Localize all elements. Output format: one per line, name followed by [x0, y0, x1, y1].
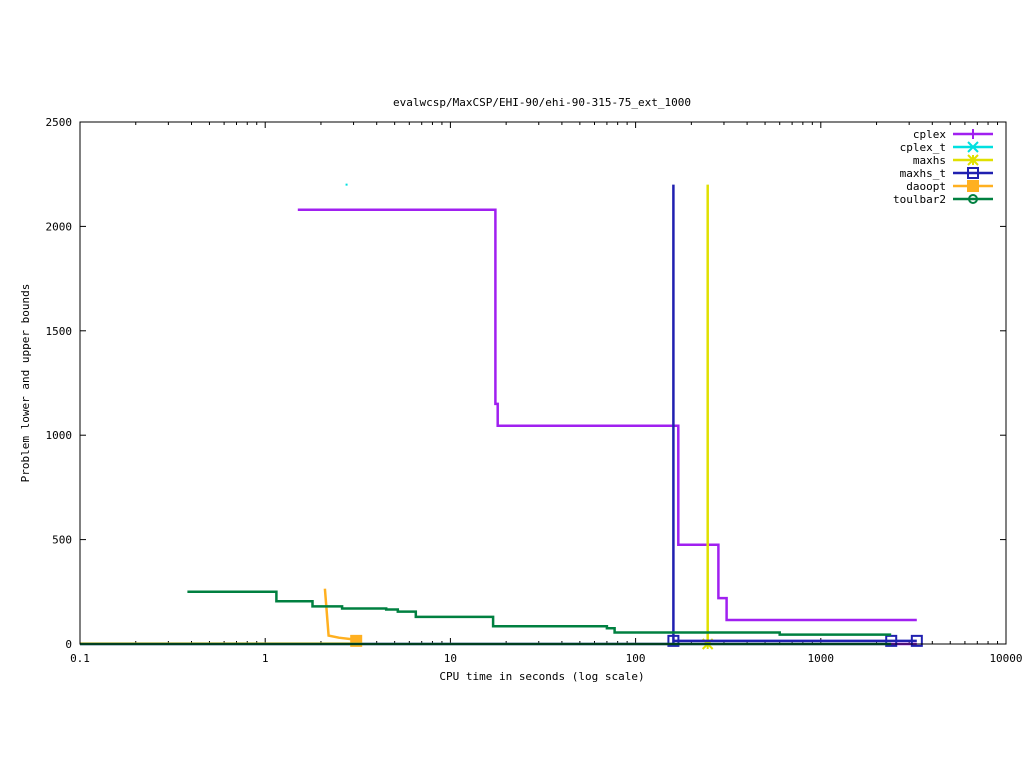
legend-item-cplex: cplex	[913, 128, 993, 141]
series-line-upper	[297, 208, 917, 622]
series-maxhs	[701, 184, 714, 650]
legend-item-daoopt: daoopt	[906, 180, 993, 193]
y-tick-label: 1000	[46, 429, 73, 442]
plot-series	[80, 183, 923, 650]
series-line-upper	[323, 588, 357, 642]
series-marker	[968, 194, 978, 204]
legend-item-toulbar2: toulbar2	[893, 193, 993, 206]
series-marker	[967, 167, 979, 179]
legend-label: daoopt	[906, 180, 946, 193]
x-tick-label: 10000	[989, 652, 1022, 665]
y-tick-label: 0	[65, 638, 72, 651]
x-tick-label: 1000	[808, 652, 835, 665]
series-marker	[967, 154, 979, 166]
x-axis-label: CPU time in seconds (log scale)	[439, 670, 644, 683]
series-marker	[350, 634, 363, 647]
series-marker	[968, 129, 978, 139]
y-axis-label: Problem lower and upper bounds	[19, 284, 32, 483]
legend-item-cplex_t: cplex_t	[900, 141, 993, 154]
series-line-upper	[187, 590, 892, 636]
legend-label: cplex	[913, 128, 946, 141]
series-marker	[967, 141, 979, 153]
x-tick-label: 100	[626, 652, 646, 665]
legend-label: maxhs_t	[900, 167, 946, 180]
plot-frame	[79, 121, 1007, 645]
x-tick-label: 1	[262, 652, 269, 665]
legend-item-maxhs: maxhs	[913, 154, 993, 167]
series-maxhs_t	[667, 184, 923, 647]
x-tick-label: 10	[444, 652, 457, 665]
series-toulbar2	[80, 590, 892, 646]
series-daoopt	[80, 588, 363, 647]
y-tick-label: 1500	[46, 325, 73, 338]
series-marker	[910, 634, 923, 647]
series-cplex	[80, 208, 917, 646]
chart-title: evalwcsp/MaxCSP/EHI-90/ehi-90-315-75_ext…	[393, 96, 691, 109]
axes: 0.1 1 10 100 1000 10000 0 500 1000 1500 2000 2500	[46, 116, 1023, 665]
y-tick-label: 2500	[46, 116, 73, 129]
legend-label: toulbar2	[893, 193, 946, 206]
legend-label: maxhs	[913, 154, 946, 167]
series-marker	[885, 634, 898, 647]
series-cplex_t	[345, 183, 348, 186]
y-tick-label: 500	[52, 534, 72, 547]
legend-item-maxhs_t: maxhs_t	[900, 167, 993, 180]
y-tick-label: 2000	[46, 220, 73, 233]
series-marker	[967, 180, 979, 192]
series-marker	[667, 634, 680, 647]
legend-label: cplex_t	[900, 141, 946, 154]
series-line-upper	[345, 183, 348, 186]
x-tick-label: 0.1	[70, 652, 90, 665]
